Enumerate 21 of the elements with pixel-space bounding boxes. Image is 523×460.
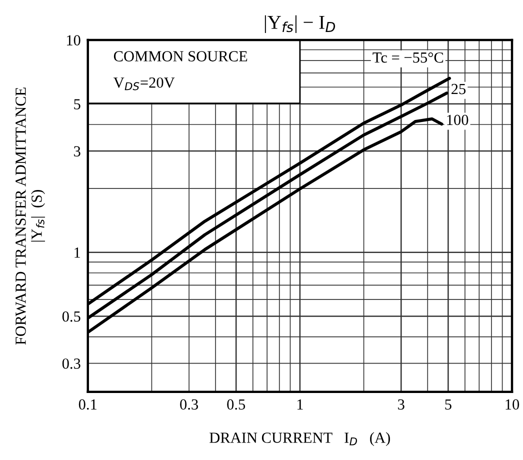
text: DRAIN CURRENT I$_{D}$ (A) — [210, 432, 390, 446]
chart-title: |Y$_{fs}$| − I$_{D}$ — [264, 15, 336, 33]
x-tick-label: 10 — [506, 399, 520, 410]
x-tick-label: 1 — [297, 399, 303, 410]
y-tick-label: 0.3 — [62, 358, 80, 369]
series-label: 25 — [452, 84, 466, 94]
x-tick-label: 0.1 — [78, 399, 96, 410]
y-tick-label: 5 — [74, 99, 80, 110]
series-label: Tc = −55°C — [372, 52, 444, 63]
x-tick-label: 0.3 — [180, 399, 198, 410]
series-label: 100 — [447, 114, 468, 126]
annotation: V$_{DS}$=20V — [113, 77, 175, 90]
y-tick-label: 3 — [74, 146, 80, 156]
y-tick-label: 0.5 — [62, 311, 80, 322]
x-tick-label: 0.5 — [227, 399, 246, 410]
x-tick-label: 5 — [445, 399, 452, 410]
x-tick-label: 3 — [398, 399, 404, 410]
y-axis-title: FORWARD TRANSFER ADMITTANCE |Y$_{fs}$| (S) — [16, 88, 45, 345]
y-tick-label: 1 — [74, 248, 80, 258]
annotation: COMMON SOURCE — [114, 51, 248, 62]
y-tick-label: 10 — [66, 35, 80, 46]
